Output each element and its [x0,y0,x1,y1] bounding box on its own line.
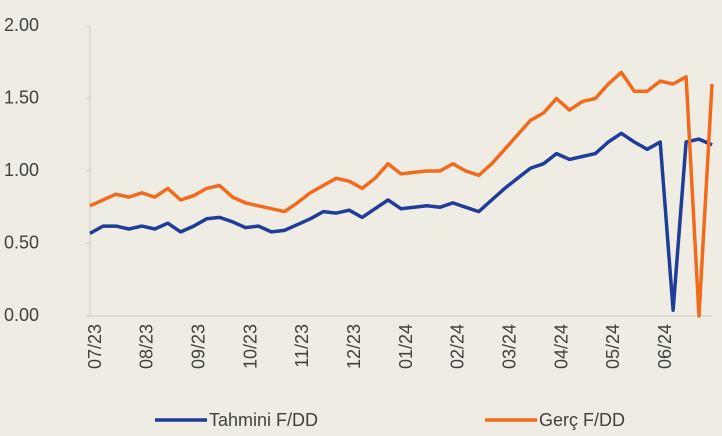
x-tick-label: 08/23 [137,324,157,369]
x-tick-label: 05/24 [603,324,623,369]
x-tick-label: 09/23 [188,324,208,369]
x-tick-label: 11/23 [292,324,312,368]
y-tick-label: 1.00 [4,160,39,180]
y-tick-label: 0.00 [4,305,39,325]
legend-label: Gerç F/DD [539,410,625,430]
x-tick-label: 03/24 [499,324,519,369]
x-tick-label: 06/24 [655,324,675,369]
line-series [89,70,714,318]
x-tick-label: 01/24 [396,324,416,369]
y-tick-label: 1.50 [4,87,39,107]
legend-label: Tahmini F/DD [209,410,318,430]
x-tick-label: 02/24 [448,324,468,369]
x-tick-label: 12/23 [344,324,364,369]
y-tick-label: 0.50 [4,232,39,252]
x-tick-label: 04/24 [551,324,571,369]
y-tick-label: 2.00 [4,15,39,35]
x-tick-label: 07/23 [85,324,105,369]
line-series [89,131,713,312]
x-tick-label: 10/23 [240,324,260,369]
